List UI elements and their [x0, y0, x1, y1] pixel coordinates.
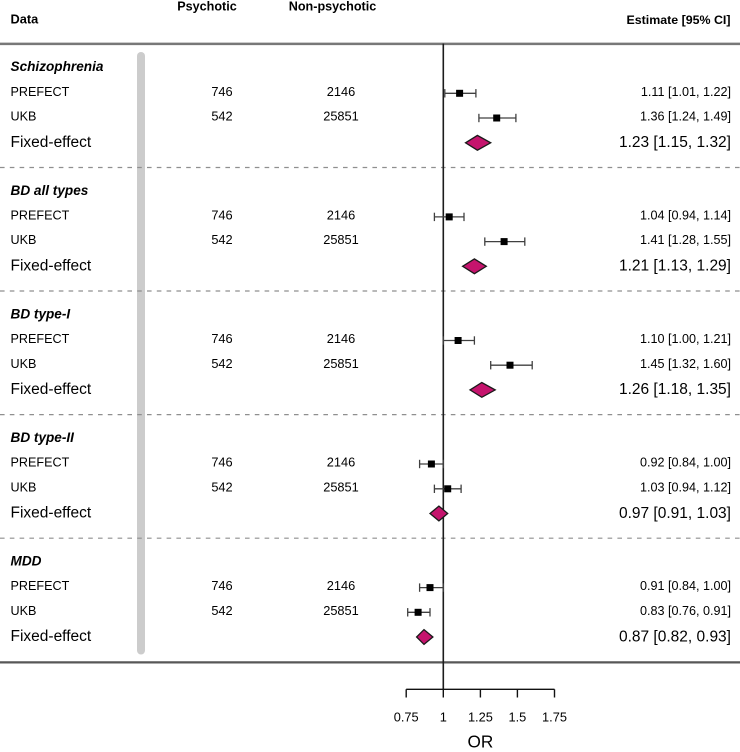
svg-text:PREFECT: PREFECT [11, 209, 70, 223]
svg-text:UKB: UKB [11, 604, 37, 618]
svg-text:25851: 25851 [323, 232, 359, 247]
svg-text:746: 746 [211, 208, 232, 223]
svg-text:2146: 2146 [327, 578, 355, 593]
svg-text:1.25: 1.25 [468, 709, 493, 724]
svg-text:0.97 [0.91, 1.03]: 0.97 [0.91, 1.03] [619, 505, 731, 522]
svg-text:UKB: UKB [11, 110, 37, 124]
svg-text:PREFECT: PREFECT [11, 456, 70, 470]
svg-text:542: 542 [211, 232, 232, 247]
svg-text:Fixed-effect: Fixed-effect [11, 134, 92, 151]
svg-text:25851: 25851 [323, 356, 359, 371]
svg-text:UKB: UKB [11, 480, 37, 494]
svg-text:746: 746 [211, 84, 232, 99]
svg-text:MDD: MDD [11, 554, 42, 569]
svg-text:0.92 [0.84, 1.00]: 0.92 [0.84, 1.00] [640, 456, 731, 470]
svg-text:BD type-II: BD type-II [11, 430, 76, 445]
svg-text:542: 542 [211, 109, 232, 124]
svg-text:Fixed-effect: Fixed-effect [11, 505, 92, 522]
svg-text:PREFECT: PREFECT [11, 579, 70, 593]
svg-text:0.83 [0.76, 0.91]: 0.83 [0.76, 0.91] [640, 604, 731, 618]
svg-text:1.41 [1.28, 1.55]: 1.41 [1.28, 1.55] [640, 233, 731, 247]
svg-text:1.45 [1.32, 1.60]: 1.45 [1.32, 1.60] [640, 357, 731, 371]
svg-text:542: 542 [211, 603, 232, 618]
svg-text:BD type-I: BD type-I [11, 306, 72, 321]
svg-text:Data: Data [11, 12, 40, 27]
svg-text:1.21 [1.13, 1.29]: 1.21 [1.13, 1.29] [619, 258, 731, 275]
svg-text:BD all types: BD all types [11, 183, 89, 198]
svg-text:PREFECT: PREFECT [11, 85, 70, 99]
svg-text:1.04 [0.94, 1.14]: 1.04 [0.94, 1.14] [640, 209, 731, 223]
svg-text:Psychotic: Psychotic [177, 0, 237, 14]
svg-text:25851: 25851 [323, 479, 359, 494]
svg-text:UKB: UKB [11, 233, 37, 247]
svg-text:1.11 [1.01, 1.22]: 1.11 [1.01, 1.22] [641, 85, 731, 99]
svg-text:1.36 [1.24, 1.49]: 1.36 [1.24, 1.49] [640, 110, 731, 124]
svg-text:Non-psychotic: Non-psychotic [289, 0, 376, 14]
svg-text:Schizophrenia: Schizophrenia [11, 59, 104, 74]
svg-text:Estimate [95% CI]: Estimate [95% CI] [627, 13, 731, 27]
svg-text:2146: 2146 [327, 331, 355, 346]
svg-text:UKB: UKB [11, 357, 37, 371]
svg-text:OR: OR [468, 732, 494, 752]
svg-text:1.26 [1.18, 1.35]: 1.26 [1.18, 1.35] [619, 381, 731, 398]
svg-text:746: 746 [211, 578, 232, 593]
svg-text:2146: 2146 [327, 84, 355, 99]
svg-text:746: 746 [211, 455, 232, 470]
svg-text:Fixed-effect: Fixed-effect [11, 628, 92, 645]
svg-text:1: 1 [440, 709, 447, 724]
svg-text:25851: 25851 [323, 109, 359, 124]
svg-text:2146: 2146 [327, 455, 355, 470]
svg-text:542: 542 [211, 356, 232, 371]
svg-text:0.91 [0.84, 1.00]: 0.91 [0.84, 1.00] [640, 579, 731, 593]
svg-text:0.87 [0.82, 0.93]: 0.87 [0.82, 0.93] [619, 628, 731, 645]
svg-text:25851: 25851 [323, 603, 359, 618]
svg-text:PREFECT: PREFECT [11, 332, 70, 346]
svg-text:Fixed-effect: Fixed-effect [11, 381, 92, 398]
svg-text:1.23 [1.15, 1.32]: 1.23 [1.15, 1.32] [619, 134, 731, 151]
svg-text:Fixed-effect: Fixed-effect [11, 257, 92, 274]
svg-text:1.75: 1.75 [542, 709, 567, 724]
svg-text:1.03 [0.94, 1.12]: 1.03 [0.94, 1.12] [640, 480, 731, 494]
svg-text:1.10 [1.00, 1.21]: 1.10 [1.00, 1.21] [640, 332, 731, 346]
svg-text:746: 746 [211, 331, 232, 346]
svg-text:0.75: 0.75 [394, 709, 419, 724]
svg-text:2146: 2146 [327, 208, 355, 223]
svg-text:1.5: 1.5 [509, 709, 527, 724]
svg-text:542: 542 [211, 479, 232, 494]
